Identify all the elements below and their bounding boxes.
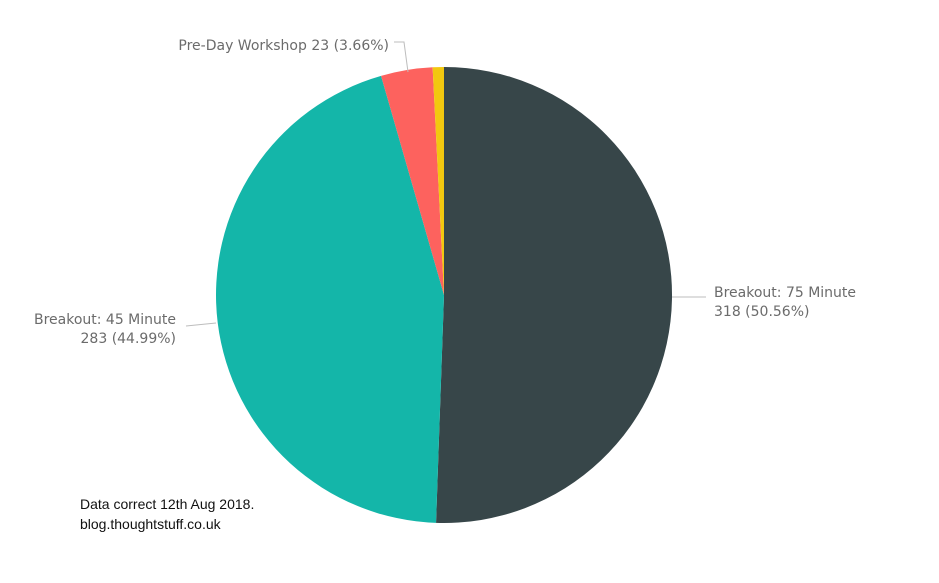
leader-breakout-45 [185,322,217,327]
label-breakout-75-title: Breakout: 75 Minute [714,285,856,301]
label-breakout-75-value: 318 (50.56%) [714,304,809,320]
pie-slices [216,66,673,524]
label-breakout-45-title: Breakout: 45 Minute [34,312,176,328]
leader-lines [185,41,706,327]
slice-pre-day-workshop [381,67,444,295]
footnote-source: blog.thoughtstuff.co.uk [80,516,221,532]
label-pre-day-workshop: Pre-Day Workshop 23 (3.66%) [178,38,389,54]
leader-pre-day-workshop [394,41,409,73]
label-breakout-45-value: 283 (44.99%) [81,331,176,347]
footnote: Data correct 12th Aug 2018. blog.thought… [80,494,254,534]
slice-breakout-45 [216,75,444,523]
footnote-date: Data correct 12th Aug 2018. [80,496,255,512]
slice-other [432,66,444,295]
slice-breakout-75 [436,67,673,524]
